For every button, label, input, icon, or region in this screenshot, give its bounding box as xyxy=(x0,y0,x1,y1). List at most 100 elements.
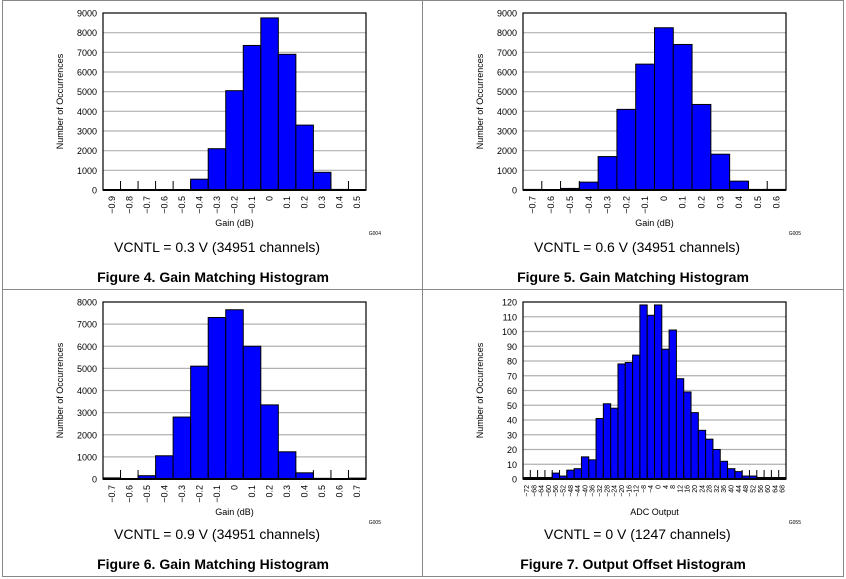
x-tick-label: 40 xyxy=(729,485,736,493)
y-tick-label: 2000 xyxy=(77,430,97,440)
y-tick-label: 1000 xyxy=(77,166,97,176)
figure-4-chart: 0 1000 2000 3000 4000 5000 6000 7000 8000 9000 −0.… xyxy=(55,9,381,238)
x-tick-label: −60 xyxy=(546,485,553,497)
x-axis-label: Gain (dB) xyxy=(215,218,254,228)
y-tick-label: 10 xyxy=(507,460,517,470)
histogram-bar xyxy=(635,63,655,191)
histogram-bar xyxy=(624,361,634,480)
x-tick-label: 0.2 xyxy=(300,196,310,209)
histogram-bar xyxy=(277,53,297,191)
histogram-bar xyxy=(573,468,582,480)
histogram-bar xyxy=(672,43,693,191)
x-tick-label: −0.4 xyxy=(159,485,169,503)
figure-7-condition: VCNTL = 0 V (1247 channels) xyxy=(544,526,731,542)
x-tick-label: −0.6 xyxy=(159,196,169,214)
y-tick-label: 0 xyxy=(92,475,97,485)
x-tick-label: −0.4 xyxy=(194,196,204,214)
x-tick-label: −36 xyxy=(590,485,597,497)
x-tick-label: −68 xyxy=(531,485,538,497)
histogram-bar xyxy=(729,180,749,191)
histogram-bar xyxy=(734,471,743,480)
graph-code: G055 xyxy=(789,520,801,526)
x-tick-label: −0.1 xyxy=(247,196,257,214)
y-tick-label: 6000 xyxy=(497,68,517,78)
y-tick-label: 6000 xyxy=(77,342,97,352)
histogram-bar xyxy=(190,178,209,191)
x-tick-label: 0.5 xyxy=(317,485,327,498)
x-tick-label: 16 xyxy=(685,485,692,493)
figure-4-condition: VCNTL = 0.3 V (34951 channels) xyxy=(114,239,321,255)
x-tick-label: 28 xyxy=(707,485,714,493)
x-tick-label: 0.4 xyxy=(300,485,310,498)
histogram-bar xyxy=(705,438,714,480)
x-tick-label: −0.6 xyxy=(124,485,134,503)
x-tick-label: −4 xyxy=(648,485,655,493)
y-tick-label: 8000 xyxy=(77,298,97,308)
x-tick-label: 56 xyxy=(758,485,765,493)
histogram-bar xyxy=(668,329,677,480)
x-tick-label: −0.1 xyxy=(212,485,222,503)
y-axis-label: Number of Occurrences xyxy=(55,342,65,438)
histogram-bar xyxy=(710,153,731,191)
x-tick-label: 0.7 xyxy=(352,485,362,498)
histogram-bar xyxy=(207,316,227,480)
figure-6-chart: 0 1000 2000 3000 4000 5000 6000 7000 8000 −0.7 −0.… xyxy=(55,298,381,527)
x-tick-label: 0.5 xyxy=(352,196,362,209)
graph-code: G005 xyxy=(369,520,381,526)
x-tick-label: 0 xyxy=(655,485,662,489)
x-tick-label: −64 xyxy=(539,485,546,497)
divider-horizontal xyxy=(2,289,844,290)
x-tick-label: 0.4 xyxy=(335,196,345,209)
histogram-bar xyxy=(602,403,612,480)
y-tick-label: 120 xyxy=(502,298,517,308)
y-tick-label: 100 xyxy=(502,327,517,337)
x-tick-label: −56 xyxy=(553,485,560,497)
y-tick-label: 4000 xyxy=(497,107,517,117)
x-tick-label: 60 xyxy=(765,485,772,493)
y-tick-label: 1000 xyxy=(497,166,517,176)
x-tick-label: −0.9 xyxy=(107,196,117,214)
histogram-bar xyxy=(597,156,618,191)
y-tick-label: 60 xyxy=(507,386,517,396)
histogram-bar xyxy=(155,455,174,480)
x-tick-label: −24 xyxy=(612,485,619,497)
x-tick-label: −12 xyxy=(634,485,641,497)
x-tick-label: 48 xyxy=(743,485,750,493)
x-tick-label: −16 xyxy=(626,485,633,497)
y-tick-label: 4000 xyxy=(77,107,97,117)
x-tick-label: −40 xyxy=(582,485,589,497)
y-tick-label: 5000 xyxy=(77,364,97,374)
y-tick-label: 40 xyxy=(507,416,517,426)
x-tick-label: 12 xyxy=(677,485,684,493)
histogram-bar xyxy=(675,378,685,480)
y-tick-label: 1000 xyxy=(77,452,97,462)
y-tick-label: 20 xyxy=(507,445,517,455)
y-tick-label: 9000 xyxy=(497,9,517,19)
histogram-bar xyxy=(207,148,227,191)
histogram-bar xyxy=(580,456,590,480)
x-tick-label: −0.3 xyxy=(177,485,187,503)
histogram-bar xyxy=(690,412,699,480)
x-tick-label: −0.7 xyxy=(107,485,117,503)
y-tick-label: 30 xyxy=(507,430,517,440)
x-tick-label: 0 xyxy=(265,196,275,201)
x-tick-label: −20 xyxy=(619,485,626,497)
y-tick-label: 4000 xyxy=(77,386,97,396)
x-tick-label: 20 xyxy=(692,485,699,493)
x-tick-label: 0.2 xyxy=(696,196,706,209)
histogram-bar xyxy=(225,309,244,480)
y-tick-label: 50 xyxy=(507,401,517,411)
histogram-bar xyxy=(588,459,597,480)
x-tick-label: 32 xyxy=(714,485,721,493)
y-tick-label: 0 xyxy=(512,475,517,485)
y-axis-label: Number of Occurrences xyxy=(55,53,65,149)
histogram-bar xyxy=(277,451,297,480)
x-tick-label: −0.7 xyxy=(527,196,537,214)
x-tick-label: −0.8 xyxy=(124,196,134,214)
x-tick-label: −0.7 xyxy=(142,196,152,214)
x-tick-label: −0.1 xyxy=(640,196,650,214)
y-tick-label: 0 xyxy=(512,186,517,196)
